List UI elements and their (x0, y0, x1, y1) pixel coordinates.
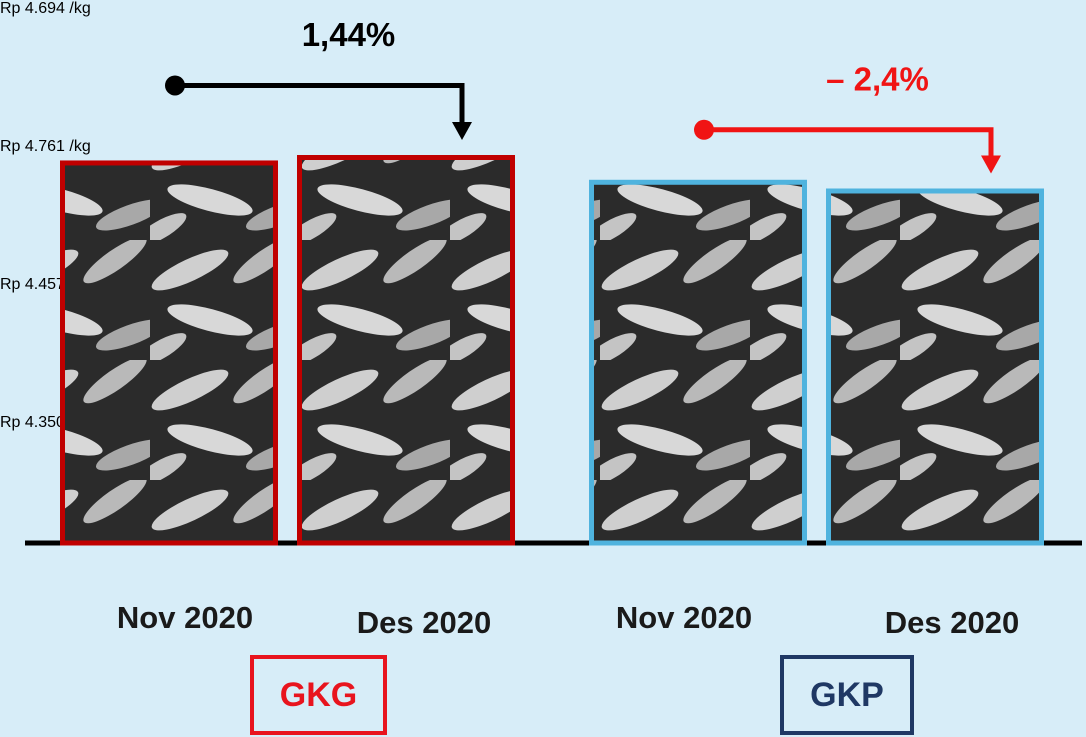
group-name: GKP (810, 676, 884, 714)
bar (60, 160, 278, 546)
x-tick-label: Nov 2020 (117, 600, 253, 635)
arrow-line (704, 127, 994, 160)
group-box (780, 655, 914, 735)
x-tick-label: Nov 2020 (616, 600, 752, 635)
x-tick-label: Des 2020 (357, 605, 491, 640)
bar (826, 188, 1044, 546)
bar (589, 179, 807, 546)
bar (297, 155, 515, 546)
change-label: – 2,4% (826, 60, 929, 97)
value-label: Rp 4.694 /kg (0, 0, 91, 17)
arrow-line (175, 82, 465, 126)
change-label: 1,44% (302, 16, 396, 53)
arrow-head (452, 122, 472, 140)
group-box (250, 655, 387, 735)
group-name: GKG (280, 676, 357, 714)
arrow-head (981, 155, 1001, 174)
value-label: Rp 4.761 /kg (0, 138, 91, 155)
x-tick-label: Des 2020 (885, 605, 1019, 640)
